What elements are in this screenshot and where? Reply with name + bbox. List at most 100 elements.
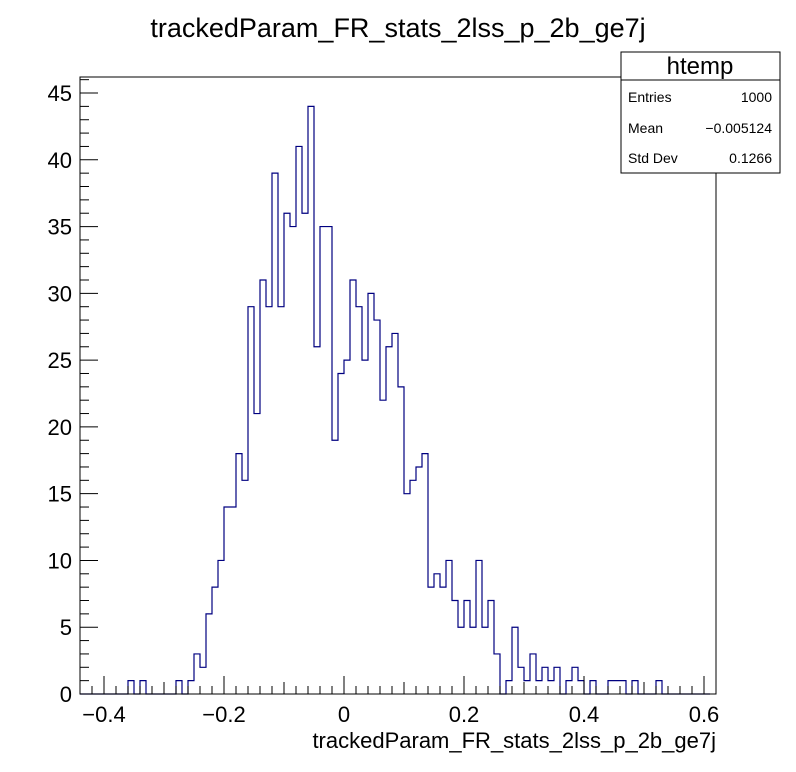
histogram-bin — [632, 681, 638, 694]
histogram-bin — [542, 667, 548, 694]
histogram-bin — [482, 627, 488, 694]
histogram-bin — [224, 507, 230, 694]
histogram-bin — [512, 627, 518, 694]
histogram-bin — [254, 414, 260, 694]
histogram-bin — [296, 146, 302, 694]
histogram-bin — [176, 681, 182, 694]
histogram-bin — [590, 681, 596, 694]
chart-title: trackedParam_FR_stats_2lss_p_2b_ge7j — [150, 13, 645, 43]
histogram-bin — [614, 681, 620, 694]
y-tick-label: 25 — [48, 348, 72, 373]
histogram-bin — [128, 681, 134, 694]
histogram-bin — [656, 681, 662, 694]
histogram-bin — [218, 560, 224, 694]
x-tick-label: 0.4 — [569, 702, 600, 727]
stats-mean-value: −0.005124 — [705, 120, 772, 136]
x-tick-label: −0.4 — [82, 702, 125, 727]
histogram-bin — [284, 213, 290, 694]
y-tick-label: 10 — [48, 548, 72, 573]
histogram-bin — [620, 681, 626, 694]
histogram-bin — [554, 667, 560, 694]
histogram-bin — [434, 574, 440, 694]
histogram-bin — [266, 307, 272, 694]
histogram-bin — [506, 681, 512, 694]
histogram-bin — [302, 213, 308, 694]
stats-entries-label: Entries — [628, 89, 672, 105]
stats-box-title: htemp — [667, 53, 734, 80]
histogram-bin — [536, 681, 542, 694]
histogram-bin — [356, 307, 362, 694]
histogram-bin — [470, 627, 476, 694]
histogram-bin — [608, 681, 614, 694]
histogram-bin — [392, 333, 398, 694]
histogram-bin — [242, 480, 248, 694]
histogram-bin — [428, 587, 434, 694]
y-tick-label: 15 — [48, 482, 72, 507]
histogram-bin — [422, 454, 428, 694]
histogram-bin — [248, 307, 254, 694]
histogram-bin — [290, 227, 296, 694]
y-tick-label: 45 — [48, 81, 72, 106]
histogram-bin — [530, 654, 536, 694]
stats-mean-label: Mean — [628, 120, 663, 136]
histogram-bin — [464, 601, 470, 694]
histogram-bin — [260, 280, 266, 694]
histogram-bin — [452, 601, 458, 694]
histogram-bin — [362, 360, 368, 694]
x-tick-label: 0 — [338, 702, 350, 727]
histogram-bin — [404, 494, 410, 694]
histogram-bin — [188, 681, 194, 694]
histogram-bin — [566, 681, 572, 694]
histogram-bin — [446, 560, 452, 694]
histogram-bin — [308, 106, 314, 694]
histogram-bin — [194, 654, 200, 694]
stats-box-frame — [620, 51, 781, 174]
histogram-bin — [326, 227, 332, 694]
stats-stddev-label: Std Dev — [628, 150, 678, 166]
histogram-bin — [386, 347, 392, 694]
histogram-line — [80, 105, 710, 695]
histogram-bin — [278, 307, 284, 694]
x-tick-label: −0.2 — [202, 702, 245, 727]
histogram-bin — [488, 601, 494, 694]
histogram-bin — [140, 681, 146, 694]
histogram-bin — [206, 614, 212, 694]
y-axis: 0 5 10 15 20 25 30 35 40 45 — [48, 79, 98, 707]
histogram-bin — [332, 440, 338, 694]
histogram-series — [80, 105, 710, 695]
histogram-bin — [200, 667, 206, 694]
histogram-bin — [368, 293, 374, 694]
histogram-bin — [314, 347, 320, 694]
stats-stddev-value: 0.1266 — [729, 150, 772, 166]
y-tick-label: 35 — [48, 215, 72, 240]
histogram-bin — [230, 507, 236, 694]
histogram-bin — [518, 667, 524, 694]
histogram-bin — [320, 227, 326, 694]
histogram-bin — [440, 587, 446, 694]
histogram-bin — [548, 681, 554, 694]
histogram-bin — [344, 360, 350, 694]
plot-frame — [79, 76, 717, 695]
histogram-bin — [578, 681, 584, 694]
histogram-bin — [398, 387, 404, 694]
stats-box: htemp Entries 1000 Mean −0.005124 Std De… — [620, 51, 781, 174]
histogram-bin — [494, 654, 500, 694]
histogram-bin — [374, 320, 380, 694]
histogram-bin — [572, 667, 578, 694]
histogram-bin — [236, 454, 242, 694]
histogram-bin — [524, 681, 530, 694]
histogram-bin — [272, 173, 278, 694]
histogram-bin — [476, 560, 482, 694]
histogram-bin — [458, 627, 464, 694]
y-tick-label: 5 — [60, 615, 72, 640]
histogram-bin — [350, 280, 356, 694]
y-tick-label: 40 — [48, 148, 72, 173]
stats-entries-value: 1000 — [741, 89, 772, 105]
y-tick-label: 30 — [48, 281, 72, 306]
y-tick-label: 20 — [48, 415, 72, 440]
y-tick-label: 0 — [60, 682, 72, 707]
x-axis: −0.4 −0.2 0 0.2 0.4 0.6 — [79, 676, 719, 727]
histogram-bin — [380, 400, 386, 694]
histogram-bin — [212, 587, 218, 694]
